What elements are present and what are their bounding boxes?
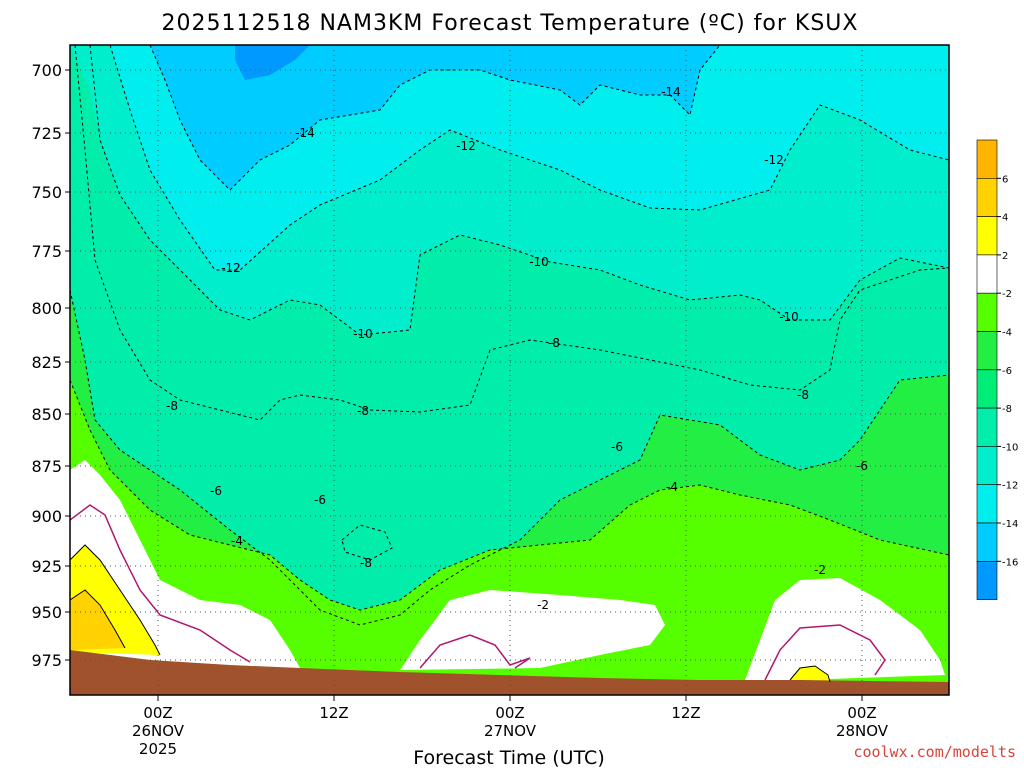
positive-contours (70, 544, 831, 683)
colorbar-label: -6 (1002, 366, 1012, 377)
colorbar: 6 4 2 -2 -4 -6 -8 -10 -12 -14 -16 (976, 139, 1018, 600)
contour-label: -6 (314, 493, 326, 507)
colorbar-segment (976, 139, 998, 179)
band-zero-3 (745, 578, 945, 680)
x-tick-label: 00Z (143, 704, 172, 722)
y-axis: 700 725 750 775 800 825 850 875 900 925 950 975 (31, 61, 70, 670)
colorbar-segment (976, 369, 998, 409)
colorbar-segment (976, 178, 998, 217)
colorbar-label: -8 (1002, 404, 1012, 415)
band-warm-4 (70, 590, 125, 650)
y-tick-label: 700 (31, 61, 62, 80)
x-tick-label: 2025 (139, 740, 177, 758)
contour-label: -12 (456, 139, 476, 153)
colorbar-segment (976, 446, 998, 485)
colorbar-label: -12 (1002, 481, 1018, 492)
colorbar-label: -2 (1002, 289, 1012, 300)
contour-label: -8 (357, 404, 369, 418)
contour-label: -10 (529, 255, 549, 269)
colorbar-segment (976, 216, 998, 256)
grid (70, 45, 949, 695)
temperature-field (70, 45, 949, 695)
y-tick-label: 950 (31, 603, 62, 622)
colorbar-label: -16 (1002, 557, 1018, 568)
contour-label: -14 (295, 126, 315, 140)
colorbar-segment (976, 560, 998, 600)
x-tick-label: 26NOV (132, 722, 185, 740)
x-axis-label: Forecast Time (UTC) (413, 747, 604, 768)
band-zero-2 (400, 590, 665, 670)
contour-label: -6 (210, 484, 222, 498)
contour-label: -8 (360, 556, 372, 570)
y-tick-label: 775 (31, 242, 62, 261)
contour-label: -2 (814, 563, 826, 577)
contour-label: -8 (166, 399, 178, 413)
colorbar-segment (976, 292, 998, 332)
contour-label: -8 (548, 336, 560, 350)
y-tick-label: 800 (31, 299, 62, 318)
contour-label: -10 (779, 310, 799, 324)
x-tick-label: 00Z (495, 704, 524, 722)
x-tick-label: 28NOV (836, 722, 889, 740)
colorbar-segment (976, 254, 998, 294)
contour-label: -12 (764, 153, 784, 167)
chart-title: 2025112518 NAM3KM Forecast Temperature (… (162, 11, 859, 36)
credit-text: coolwx.com/modelts (853, 743, 1016, 761)
x-tick-label: 12Z (671, 704, 700, 722)
y-tick-label: 725 (31, 124, 62, 143)
contour-label: -8 (797, 388, 809, 402)
colorbar-segment (976, 407, 998, 447)
colorbar-label: 2 (1002, 251, 1008, 262)
colorbar-label: -14 (1002, 519, 1018, 530)
contour-label: -2 (537, 598, 549, 612)
y-tick-label: 975 (31, 651, 62, 670)
colorbar-segment (976, 331, 998, 371)
x-tick-label: 12Z (319, 704, 348, 722)
y-tick-label: 750 (31, 183, 62, 202)
band-m18 (235, 45, 310, 80)
y-tick-label: 875 (31, 457, 62, 476)
y-tick-label: 925 (31, 557, 62, 576)
contour-labels: -14 -14 -12 -12 -12 -10 -10 -10 -8 -8 -8 -8 -8 -6 -6 -6… (166, 85, 868, 612)
contour-label: -14 (661, 85, 681, 99)
colorbar-label: 6 (1002, 174, 1008, 185)
ground (70, 650, 949, 695)
x-tick-label: 00Z (847, 704, 876, 722)
band-m16 (150, 45, 720, 190)
colorbar-label: -4 (1002, 328, 1012, 339)
band-m4 (70, 380, 949, 695)
colorbar-segment (976, 484, 998, 524)
colorbar-segment (976, 522, 998, 562)
contour-label: -12 (221, 261, 241, 275)
contour-label: -6 (856, 459, 868, 473)
contour-label: -6 (611, 440, 623, 454)
colorbar-label: 4 (1002, 213, 1008, 224)
x-tick-label: 27NOV (484, 722, 537, 740)
y-tick-label: 825 (31, 353, 62, 372)
contour-label: -4 (231, 534, 243, 548)
contour-label: -4 (666, 480, 678, 494)
y-tick-label: 900 (31, 507, 62, 526)
y-tick-label: 850 (31, 405, 62, 424)
contour-label: -10 (353, 327, 373, 341)
colorbar-label: -10 (1002, 442, 1018, 453)
